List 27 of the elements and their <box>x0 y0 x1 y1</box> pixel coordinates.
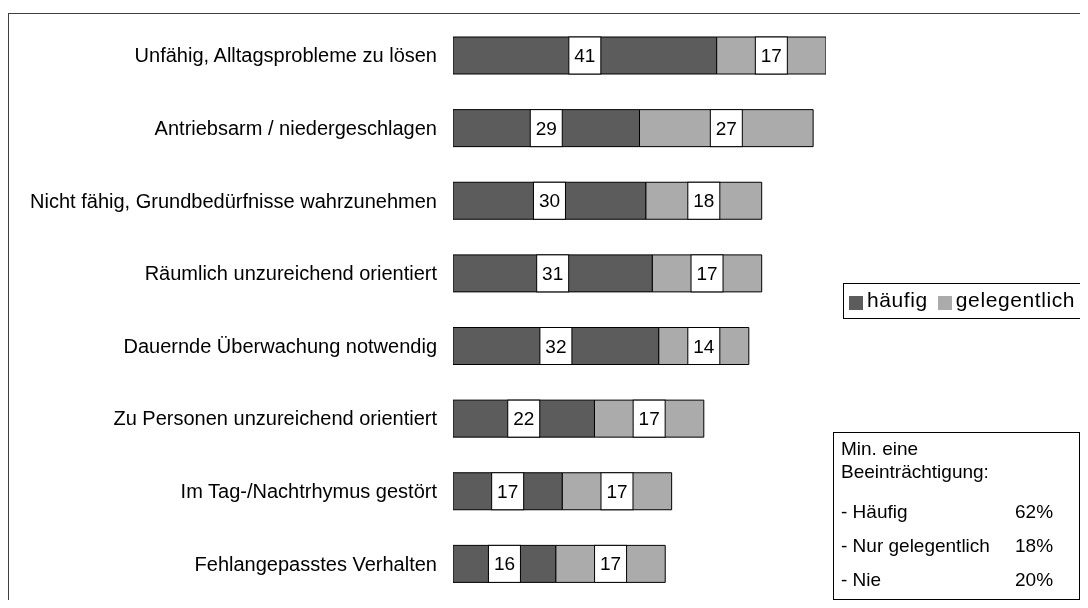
legend-label: häufig <box>867 288 928 311</box>
text-box: Min. eine Beeinträchtigung: - Häufig 62% - Nur gelegentlich 18% - Nie 20% <box>833 432 1080 600</box>
data-label: 17 <box>760 45 782 66</box>
legend-label: gelegentlich <box>955 288 1076 311</box>
data-label: 18 <box>693 190 715 212</box>
data-label: 30 <box>538 190 561 212</box>
data-label: 41 <box>574 45 596 66</box>
y-tick-label: Im Tag-/Nachtrhymus gestört <box>180 480 438 503</box>
y-tick-label: Fehlangepasstes Verhalten <box>194 552 437 575</box>
data-label: 17 <box>599 553 622 575</box>
data-label: 29 <box>535 117 557 139</box>
y-tick-label: Zu Personen unzureichend orientiert <box>113 407 438 430</box>
data-label: 16 <box>493 553 516 575</box>
data-label: 14 <box>693 335 715 357</box>
data-label: 17 <box>638 408 660 430</box>
data-label: 17 <box>696 262 718 284</box>
y-tick-label: Antriebsarm / niedergeschlagen <box>154 116 437 139</box>
data-label: 31 <box>542 262 564 284</box>
y-tick-label: Dauernde Überwachung notwendig <box>123 334 437 357</box>
data-label: 27 <box>715 117 737 139</box>
data-label: 32 <box>545 335 567 357</box>
data-label: 17 <box>497 480 519 502</box>
y-tick-label: Nicht fähig, Grundbedürfnisse wahrzunehmen <box>30 189 437 212</box>
data-label: 17 <box>606 480 628 502</box>
y-tick-label: Räumlich unzureichend orientiert <box>144 262 438 285</box>
data-label: 22 <box>513 408 535 430</box>
y-tick-label: Unfähig, Alltagsprobleme zu lösen <box>134 44 437 67</box>
